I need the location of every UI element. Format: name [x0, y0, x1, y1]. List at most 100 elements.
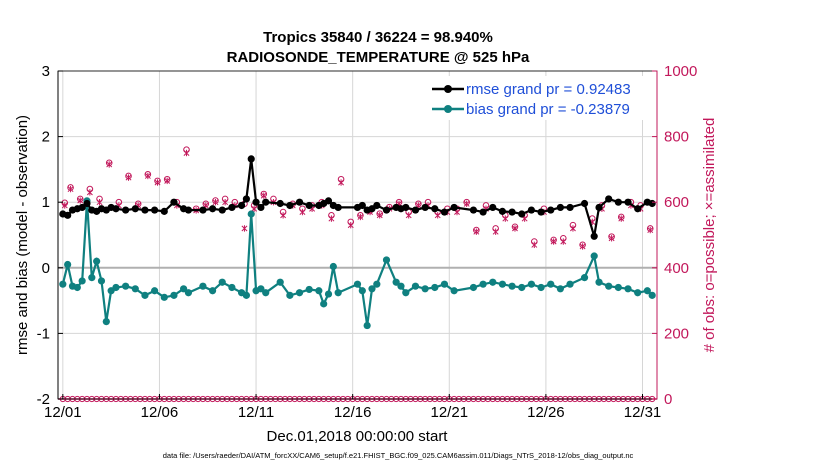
bias-point	[112, 283, 120, 292]
rmse-point	[373, 201, 381, 210]
bias-point	[247, 210, 255, 218]
bias-point	[556, 285, 564, 293]
legend-rmse-label: rmse grand pr = 0.92483	[466, 81, 631, 98]
obs-assimilated-point	[96, 199, 103, 206]
obs-assimilated-point	[618, 215, 625, 222]
obs-assimilated-point	[357, 213, 364, 221]
bias-point	[286, 291, 294, 299]
legend-bias-marker	[444, 105, 452, 113]
rmse-point	[199, 206, 207, 214]
bias-point	[199, 282, 207, 290]
rmse-point	[566, 203, 574, 212]
bias-point	[295, 289, 304, 297]
x-axis-label: Dec.01,2018 00:00:00 start	[267, 428, 449, 445]
rmse-point	[276, 199, 284, 208]
bias-point	[78, 277, 86, 285]
rmse-point	[580, 199, 589, 208]
bias-point	[73, 283, 81, 292]
rmse-series	[59, 155, 656, 240]
rmse-point	[262, 198, 270, 206]
bias-point	[97, 277, 106, 285]
x-tick-label: 12/06	[141, 404, 179, 421]
legend-rmse-marker	[444, 85, 452, 93]
bias-point	[421, 285, 429, 293]
obs-assimilated-point	[569, 225, 576, 232]
y-right-axis-label: # of obs: o=possible; ×=assimilated	[701, 118, 718, 353]
rmse-point	[170, 198, 178, 206]
rmse-point	[556, 203, 564, 212]
bias-point	[88, 274, 96, 282]
y-left-tick-label: 0	[42, 260, 50, 277]
bias-point	[411, 282, 420, 290]
rmse-point	[237, 201, 246, 210]
bias-point	[605, 282, 613, 290]
obs-assimilated-point	[77, 197, 84, 204]
bias-point	[624, 285, 632, 293]
obs-assimilated-point	[86, 189, 93, 196]
y-left-tick-label: 2	[42, 129, 50, 146]
rmse-point	[305, 201, 313, 210]
obs-assimilated-point	[299, 208, 306, 216]
legend-box	[428, 76, 650, 120]
rmse-point	[431, 205, 439, 213]
obs-assimilated-point	[560, 238, 567, 245]
bias-point	[184, 289, 193, 297]
bias-point	[305, 285, 313, 294]
y-right-axis-ticks: 0 200 400 600 800 1000	[652, 63, 697, 408]
obs-assimilated-point	[608, 235, 615, 242]
bias-point	[397, 282, 405, 290]
rmse-point	[247, 155, 255, 163]
rmse-point	[242, 195, 250, 203]
rmse-point	[411, 206, 420, 214]
obs-assimilated-point	[106, 161, 113, 168]
obs-assimilated-point	[328, 215, 335, 222]
bias-point	[614, 283, 622, 292]
obs-assimilated-point	[183, 149, 190, 157]
bias-point	[590, 252, 598, 260]
bias-point	[518, 283, 526, 292]
obs-assimilated-point	[531, 241, 538, 249]
obs-assimilated-point	[512, 225, 518, 232]
bias-point	[208, 287, 217, 295]
bias-point	[257, 285, 265, 293]
bias-point	[320, 300, 328, 308]
rmse-point	[252, 198, 260, 206]
rmse-point	[160, 207, 168, 215]
bias-point	[508, 282, 516, 290]
bias-point	[353, 280, 362, 288]
y-right-tick-label: 1000	[664, 63, 697, 80]
rmse-point	[648, 199, 656, 208]
rmse-point	[498, 207, 507, 215]
rmse-point	[382, 206, 391, 214]
legend: rmse grand pr = 0.92483 bias grand pr = …	[428, 76, 650, 120]
y-right-tick-label: 400	[664, 260, 689, 277]
data-file-footnote: data file: /Users/raeder/DAI/ATM_forcXX/…	[163, 451, 634, 460]
obs-assimilated-point	[144, 172, 151, 180]
bias-point	[373, 280, 381, 288]
bias-point	[648, 291, 656, 299]
bias-point	[179, 285, 188, 293]
x-tick-label: 12/26	[527, 404, 565, 421]
bias-point	[450, 287, 458, 295]
x-tick-label: 12/11	[238, 404, 274, 421]
obs-assimilated-point	[550, 238, 557, 245]
y-right-tick-label: 200	[664, 325, 689, 342]
bias-point	[218, 278, 226, 286]
obs-assimilated-point	[251, 205, 258, 212]
bias-point	[431, 283, 439, 292]
bias-point	[151, 287, 159, 295]
y-left-tick-label: 1	[42, 194, 50, 211]
bias-point	[102, 317, 110, 326]
y-left-axis-label: rmse and bias (model - observation)	[14, 115, 31, 355]
bias-point	[334, 289, 342, 297]
obs-assimilated-point	[164, 177, 171, 185]
bias-point	[262, 289, 270, 297]
bias-point	[440, 280, 449, 288]
y-right-tick-label: 0	[664, 391, 672, 408]
obs-assimilated-point	[280, 212, 287, 219]
obs-assimilated-point	[434, 212, 441, 219]
rmse-point	[537, 208, 545, 216]
obs-assimilated-point	[61, 202, 68, 209]
rmse-point	[595, 203, 603, 212]
obs-assimilated-point	[338, 179, 345, 186]
